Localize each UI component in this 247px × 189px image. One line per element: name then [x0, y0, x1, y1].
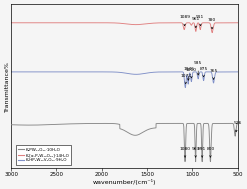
Text: 891: 891 [198, 147, 206, 157]
Text: 961: 961 [192, 17, 200, 28]
Text: 875: 875 [199, 67, 208, 77]
Text: 780: 780 [208, 18, 216, 29]
Text: 800: 800 [206, 147, 215, 157]
Text: 1077: 1077 [181, 74, 192, 84]
X-axis label: wavenumber/(cm⁻¹): wavenumber/(cm⁻¹) [93, 179, 156, 185]
Text: 526: 526 [234, 121, 242, 132]
Text: 911: 911 [196, 15, 205, 26]
Text: 963: 963 [191, 147, 200, 157]
Text: 1080: 1080 [180, 147, 190, 157]
Legend: K₃PW₁₂O₄₀·10H₂O, K₆[α-P₂W₁₈O₆₂]·14H₂O, K₅HP₂W₁₅V₂O₆₂·9H₂O: K₃PW₁₂O₄₀·10H₂O, K₆[α-P₂W₁₈O₆₂]·14H₂O, K… [16, 146, 71, 165]
Text: 1010: 1010 [186, 68, 197, 78]
Text: 1045: 1045 [183, 67, 194, 80]
Text: 1089: 1089 [180, 15, 191, 26]
Text: 935: 935 [194, 61, 202, 75]
Y-axis label: Transmittance%: Transmittance% [5, 61, 10, 112]
Text: 765: 765 [209, 69, 218, 79]
